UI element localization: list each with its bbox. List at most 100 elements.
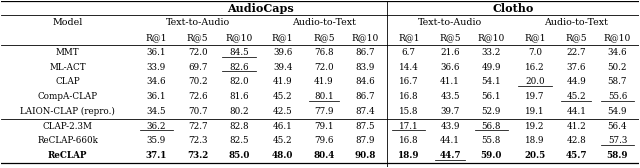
Text: 45.2: 45.2 bbox=[566, 92, 586, 101]
Text: 41.1: 41.1 bbox=[440, 77, 460, 86]
Text: 72.0: 72.0 bbox=[188, 48, 207, 57]
Text: 37.6: 37.6 bbox=[566, 62, 586, 72]
Text: 45.2: 45.2 bbox=[273, 92, 292, 101]
Text: R@5: R@5 bbox=[439, 33, 461, 42]
Text: 22.7: 22.7 bbox=[566, 48, 586, 57]
Text: 45.7: 45.7 bbox=[566, 151, 587, 160]
Text: 54.9: 54.9 bbox=[608, 107, 627, 116]
Text: 80.1: 80.1 bbox=[314, 92, 333, 101]
Text: 18.9: 18.9 bbox=[525, 136, 545, 145]
Text: 21.6: 21.6 bbox=[440, 48, 460, 57]
Text: 41.9: 41.9 bbox=[314, 77, 333, 86]
Text: 90.8: 90.8 bbox=[355, 151, 376, 160]
Text: 70.7: 70.7 bbox=[188, 107, 207, 116]
Text: 52.9: 52.9 bbox=[481, 107, 501, 116]
Text: R@1: R@1 bbox=[272, 33, 293, 42]
Text: Clotho: Clotho bbox=[492, 3, 534, 14]
Text: 34.5: 34.5 bbox=[147, 107, 166, 116]
Text: 36.1: 36.1 bbox=[147, 92, 166, 101]
Text: 83.9: 83.9 bbox=[355, 62, 375, 72]
Text: Text-to-Audio: Text-to-Audio bbox=[418, 18, 482, 27]
Text: 56.8: 56.8 bbox=[481, 121, 501, 131]
Text: 44.9: 44.9 bbox=[566, 77, 586, 86]
Text: 82.0: 82.0 bbox=[229, 77, 249, 86]
Text: 34.6: 34.6 bbox=[147, 77, 166, 86]
Text: 56.4: 56.4 bbox=[607, 121, 627, 131]
Text: 49.9: 49.9 bbox=[481, 62, 501, 72]
Text: 69.7: 69.7 bbox=[188, 62, 207, 72]
Text: 84.5: 84.5 bbox=[229, 48, 249, 57]
Text: 20.5: 20.5 bbox=[524, 151, 546, 160]
Text: 18.9: 18.9 bbox=[398, 151, 420, 160]
Text: CLAP: CLAP bbox=[55, 77, 80, 86]
Text: 33.9: 33.9 bbox=[147, 62, 166, 72]
Text: 86.7: 86.7 bbox=[355, 48, 375, 57]
Text: 16.8: 16.8 bbox=[399, 92, 419, 101]
Text: CompA-CLAP: CompA-CLAP bbox=[38, 92, 98, 101]
Text: 81.6: 81.6 bbox=[229, 92, 249, 101]
Text: 48.0: 48.0 bbox=[272, 151, 293, 160]
Text: 42.5: 42.5 bbox=[273, 107, 292, 116]
Text: 19.2: 19.2 bbox=[525, 121, 545, 131]
Text: 80.4: 80.4 bbox=[313, 151, 335, 160]
Text: 36.6: 36.6 bbox=[440, 62, 460, 72]
Text: Audio-to-Text: Audio-to-Text bbox=[292, 18, 356, 27]
Text: 39.6: 39.6 bbox=[273, 48, 292, 57]
Text: 44.1: 44.1 bbox=[566, 107, 586, 116]
Text: 56.1: 56.1 bbox=[481, 92, 501, 101]
Text: 43.9: 43.9 bbox=[440, 121, 460, 131]
Text: 17.1: 17.1 bbox=[399, 121, 419, 131]
Text: 19.7: 19.7 bbox=[525, 92, 545, 101]
Text: 58.9: 58.9 bbox=[607, 151, 628, 160]
Text: 39.4: 39.4 bbox=[273, 62, 292, 72]
Text: ReCLAP-660k: ReCLAP-660k bbox=[37, 136, 98, 145]
Text: AudioCaps: AudioCaps bbox=[227, 3, 294, 14]
Text: 6.7: 6.7 bbox=[402, 48, 416, 57]
Text: 41.9: 41.9 bbox=[273, 77, 292, 86]
Text: 82.5: 82.5 bbox=[229, 136, 249, 145]
Text: 55.6: 55.6 bbox=[608, 92, 627, 101]
Text: 35.9: 35.9 bbox=[147, 136, 166, 145]
Text: 76.8: 76.8 bbox=[314, 48, 333, 57]
Text: R@1: R@1 bbox=[146, 33, 167, 42]
Text: 14.4: 14.4 bbox=[399, 62, 419, 72]
Text: 20.0: 20.0 bbox=[525, 77, 545, 86]
Text: 85.0: 85.0 bbox=[228, 151, 250, 160]
Text: R@5: R@5 bbox=[313, 33, 335, 42]
Text: ReCLAP: ReCLAP bbox=[48, 151, 88, 160]
Text: R@5: R@5 bbox=[565, 33, 587, 42]
Text: 57.3: 57.3 bbox=[608, 136, 627, 145]
Text: 82.8: 82.8 bbox=[229, 121, 249, 131]
Text: 70.2: 70.2 bbox=[188, 77, 207, 86]
Text: 15.8: 15.8 bbox=[399, 107, 419, 116]
Text: 80.2: 80.2 bbox=[229, 107, 249, 116]
Text: R@10: R@10 bbox=[225, 33, 253, 42]
Text: 77.9: 77.9 bbox=[314, 107, 333, 116]
Text: Text-to-Audio: Text-to-Audio bbox=[166, 18, 230, 27]
Text: 44.1: 44.1 bbox=[440, 136, 460, 145]
Text: 79.1: 79.1 bbox=[314, 121, 333, 131]
Text: CLAP-2.3M: CLAP-2.3M bbox=[43, 121, 93, 131]
Text: 34.6: 34.6 bbox=[607, 48, 627, 57]
Text: 79.6: 79.6 bbox=[314, 136, 333, 145]
Text: 7.0: 7.0 bbox=[528, 48, 542, 57]
Text: 37.1: 37.1 bbox=[146, 151, 167, 160]
Text: 87.5: 87.5 bbox=[355, 121, 375, 131]
Text: 58.7: 58.7 bbox=[608, 77, 627, 86]
Text: Model: Model bbox=[52, 18, 83, 27]
Text: 73.2: 73.2 bbox=[187, 151, 209, 160]
Text: R@10: R@10 bbox=[604, 33, 631, 42]
Text: 16.8: 16.8 bbox=[399, 136, 419, 145]
Text: LAION-CLAP (repro.): LAION-CLAP (repro.) bbox=[20, 107, 115, 116]
Text: 72.7: 72.7 bbox=[188, 121, 207, 131]
Text: 41.2: 41.2 bbox=[566, 121, 586, 131]
Text: 87.4: 87.4 bbox=[355, 107, 375, 116]
Text: R@1: R@1 bbox=[524, 33, 546, 42]
Text: 84.6: 84.6 bbox=[355, 77, 375, 86]
Text: 33.2: 33.2 bbox=[481, 48, 501, 57]
Text: 19.1: 19.1 bbox=[525, 107, 545, 116]
Text: 50.2: 50.2 bbox=[608, 62, 627, 72]
Text: Audio-to-Text: Audio-to-Text bbox=[544, 18, 608, 27]
Text: 72.0: 72.0 bbox=[314, 62, 333, 72]
Text: 36.2: 36.2 bbox=[147, 121, 166, 131]
